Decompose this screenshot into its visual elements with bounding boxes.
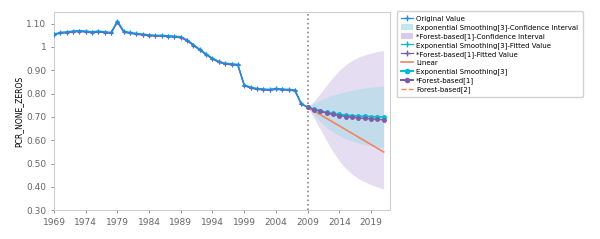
Y-axis label: PCR_NONE_ZEROS: PCR_NONE_ZEROS xyxy=(14,76,23,147)
Legend: Original Value, Exponential Smoothing[3]-Confidence Interval, *Forest-based[1]-C: Original Value, Exponential Smoothing[3]… xyxy=(397,11,583,97)
